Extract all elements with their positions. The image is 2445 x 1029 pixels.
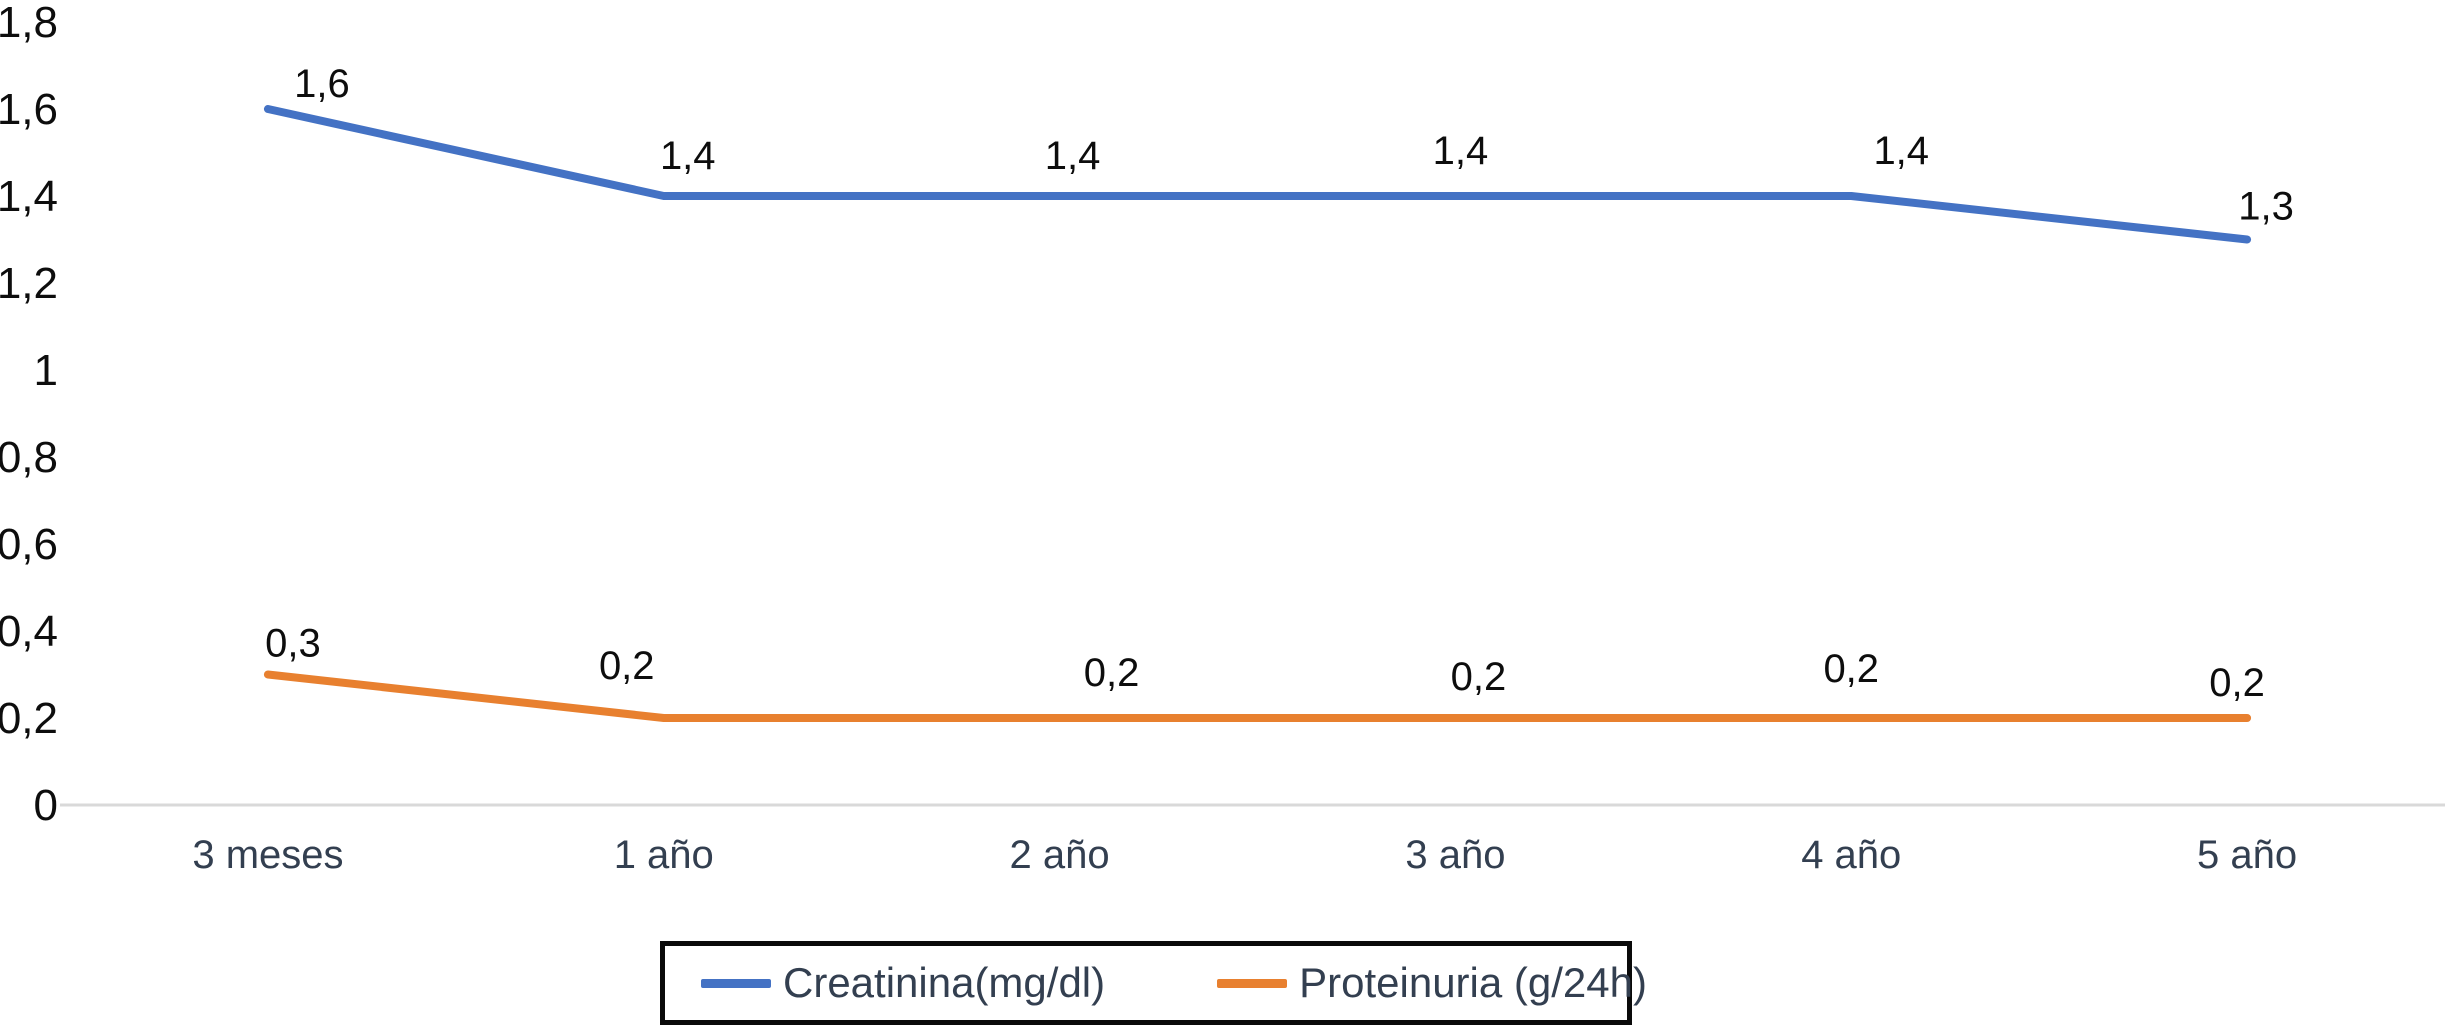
data-label: 1,4 — [1045, 134, 1101, 178]
data-label: 0,2 — [599, 644, 655, 688]
x-axis-category-label: 2 año — [1010, 833, 1110, 877]
y-axis-tick-label: 0,2 — [0, 694, 58, 743]
y-axis-tick-labels: 0 0,2 0,4 0,6 0,8 1 1,2 1,4 1,6 1,8 — [0, 0, 58, 830]
x-axis-category-label: 5 año — [2197, 833, 2297, 877]
data-label: 0,2 — [1823, 647, 1879, 691]
data-label: 0,2 — [1084, 651, 1140, 695]
series-line-1 — [263, 670, 2252, 722]
y-axis-tick-label: 0,8 — [0, 433, 58, 482]
series-lines — [263, 105, 2252, 722]
x-axis-category-label: 1 año — [614, 833, 714, 877]
x-axis-category-label: 3 año — [1405, 833, 1505, 877]
x-axis-category-label: 3 meses — [192, 833, 343, 877]
y-axis-tick-label: 1,4 — [0, 172, 58, 221]
data-label: 0,2 — [1451, 655, 1507, 699]
data-label: 1,3 — [2238, 185, 2294, 229]
data-label: 1,4 — [660, 134, 716, 178]
legend-marker-creatinina-icon — [701, 978, 771, 988]
y-axis-tick-label: 1,6 — [0, 85, 58, 134]
data-label: 0,3 — [265, 622, 321, 666]
data-label: 0,2 — [2209, 661, 2265, 705]
x-axis-category-labels: 3 meses 1 año 2 año 3 año 4 año 5 año — [192, 833, 2297, 877]
y-axis-tick-label: 0,4 — [0, 607, 58, 656]
y-axis-tick-label: 1,8 — [0, 0, 58, 47]
legend-entry-proteinuria: Proteinuria (g/24h) — [1217, 962, 1647, 1004]
data-label: 1,4 — [1433, 129, 1489, 173]
y-axis-tick-label: 1,2 — [0, 259, 58, 308]
legend-label-proteinuria: Proteinuria (g/24h) — [1299, 959, 1647, 1006]
data-label: 1,6 — [294, 62, 350, 106]
series-line-0 — [263, 105, 2252, 244]
y-axis-tick-label: 1 — [34, 346, 58, 395]
legend-marker-proteinuria-icon — [1217, 978, 1288, 988]
legend-label-creatinina: Creatinina(mg/dl) — [783, 959, 1106, 1006]
x-axis-category-label: 4 año — [1801, 833, 1901, 877]
data-labels: 1,6 1,4 1,4 1,4 1,4 1,3 0,3 0,2 0,2 0,2 0,2 0,2 — [265, 62, 2294, 705]
legend-entry-creatinina: Creatinina(mg/dl) — [701, 962, 1105, 1004]
data-label: 1,4 — [1873, 129, 1929, 173]
y-axis-tick-label: 0 — [34, 781, 58, 830]
chart-legend: Creatinina(mg/dl) Proteinuria (g/24h) — [660, 941, 1647, 1025]
y-axis-tick-label: 0,6 — [0, 520, 58, 569]
